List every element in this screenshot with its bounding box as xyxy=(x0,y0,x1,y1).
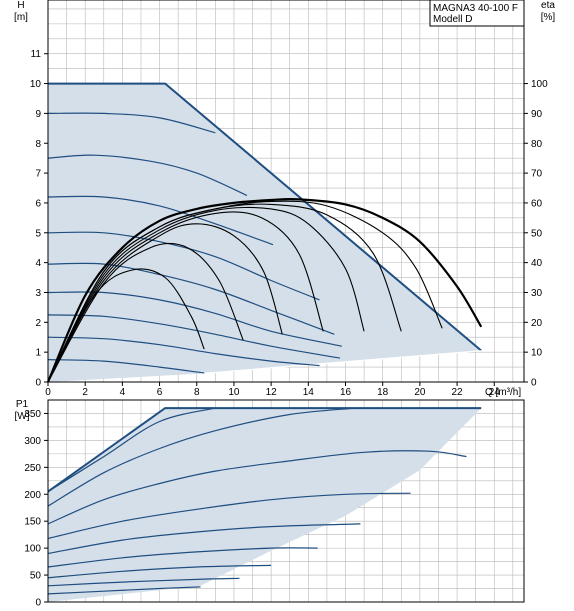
eta-axis-unit: [%] xyxy=(541,12,556,23)
efficiency-curves xyxy=(46,197,483,383)
q-tick-label: 24 xyxy=(489,387,501,398)
eta-tick-label: 10 xyxy=(531,348,543,359)
efficiency-curve-1 xyxy=(46,197,483,383)
power-curve-2 xyxy=(47,407,355,507)
h-tick-label: 1 xyxy=(35,348,41,359)
q-tick-label: 8 xyxy=(194,387,200,398)
p1-tick-label: 150 xyxy=(24,517,41,528)
h-axis-unit: [m] xyxy=(14,12,28,23)
q-tick-label: 0 xyxy=(45,387,51,398)
eta-tick-label: 0 xyxy=(531,378,537,389)
power-curves xyxy=(47,407,467,595)
head-curves xyxy=(47,112,342,374)
power-curve-9 xyxy=(47,586,201,595)
min-head-boundary xyxy=(200,350,482,375)
p1-axis-unit: [W] xyxy=(15,411,30,422)
q-tick-label: 4 xyxy=(120,387,126,398)
eta-tick-label: 90 xyxy=(531,109,543,120)
title-box: MAGNA3 40-100 F Modell D xyxy=(429,0,525,27)
power-curve-7 xyxy=(47,564,272,579)
h-tick-label: 7 xyxy=(35,169,41,180)
top-axes xyxy=(47,0,525,383)
head-curve-7 xyxy=(47,314,341,359)
q-tick-label: 6 xyxy=(157,387,163,398)
power-curve-8 xyxy=(47,577,240,587)
eta-axis-label: eta xyxy=(541,0,555,11)
h-axis-label: H xyxy=(17,0,24,11)
head-curve-3 xyxy=(47,195,274,246)
bottom-axes xyxy=(47,399,525,603)
q-tick-label: 2 xyxy=(82,387,88,398)
h-tick-label: 6 xyxy=(35,198,41,209)
model-title: MAGNA3 40-100 F xyxy=(433,3,518,14)
power-curve-3 xyxy=(47,450,467,525)
eta-tick-label: 80 xyxy=(531,139,543,150)
eta-tick-label: 40 xyxy=(531,258,543,269)
max-power-boundary xyxy=(47,407,482,493)
q-tick-label: 16 xyxy=(340,387,352,398)
head-curve-9 xyxy=(47,359,205,374)
p1-tick-label: 50 xyxy=(30,571,42,582)
p1-tick-label: 200 xyxy=(24,490,41,501)
power-curve-1 xyxy=(47,407,216,493)
efficiency-curve-4 xyxy=(47,206,365,383)
p1-tick-label: 100 xyxy=(24,544,41,555)
power-curve-5 xyxy=(47,523,361,555)
efficiency-curve-8 xyxy=(47,268,205,383)
h-tick-label: 8 xyxy=(35,139,41,150)
operating-envelope-area xyxy=(48,83,482,382)
top-plot-frame xyxy=(47,0,525,383)
top-envelope xyxy=(48,82,482,382)
head-curve-1 xyxy=(47,112,216,134)
h-tick-label: 5 xyxy=(35,228,41,239)
head-curve-2 xyxy=(47,154,248,197)
h-tick-label: 10 xyxy=(30,79,42,90)
q-axis-label: Q [m³/h] xyxy=(485,387,521,398)
h-tick-label: 4 xyxy=(35,258,41,269)
head-curve-6 xyxy=(47,291,342,347)
h-tick-label: 0 xyxy=(35,378,41,389)
bottom-tick-labels: 0 50 100 150 200 250 300 350 xyxy=(24,409,48,609)
efficiency-curve-5 xyxy=(47,211,324,383)
bottom-plot-frame xyxy=(47,399,525,603)
eta-tick-label: 60 xyxy=(531,198,543,209)
efficiency-curve-7 xyxy=(47,242,244,383)
efficiency-curve-3 xyxy=(47,203,402,383)
eta-tick-label: 20 xyxy=(531,318,543,329)
q-tick-label: 10 xyxy=(228,387,240,398)
head-curve-5 xyxy=(47,262,335,335)
h-tick-label: 11 xyxy=(31,49,42,60)
bottom-envelope xyxy=(47,407,482,602)
eta-tick-label: 70 xyxy=(531,169,543,180)
eta-tick-label: 50 xyxy=(531,228,543,239)
p1-axis-label: P1 xyxy=(16,399,29,410)
q-tick-label: 14 xyxy=(303,387,315,398)
q-tick-label: 22 xyxy=(452,387,464,398)
p1-tick-label: 350 xyxy=(24,409,41,420)
q-tick-label: 18 xyxy=(377,387,389,398)
efficiency-curve-6 xyxy=(47,223,283,383)
q-tick-label: 12 xyxy=(266,387,278,398)
eta-tick-label: 30 xyxy=(531,288,543,299)
p1-tick-label: 250 xyxy=(24,463,41,474)
h-tick-label: 9 xyxy=(35,109,41,120)
h-tick-label: 3 xyxy=(35,288,41,299)
eta-tick-label: 100 xyxy=(531,79,548,90)
p1-tick-label: 0 xyxy=(35,598,41,609)
q-tick-label: 20 xyxy=(414,387,426,398)
power-curve-4 xyxy=(47,492,411,539)
power-curve-6 xyxy=(47,547,318,568)
power-envelope-area xyxy=(48,408,482,602)
model-variant: Modell D xyxy=(433,14,472,25)
title-box-frame xyxy=(429,0,525,27)
h-tick-label: 2 xyxy=(35,318,41,329)
p1-tick-label: 300 xyxy=(24,436,41,447)
bottom-chart: 0 50 100 150 200 250 300 350 P1 [W] xyxy=(15,399,525,609)
head-curve-8 xyxy=(47,336,320,367)
max-head-boundary xyxy=(48,82,482,352)
